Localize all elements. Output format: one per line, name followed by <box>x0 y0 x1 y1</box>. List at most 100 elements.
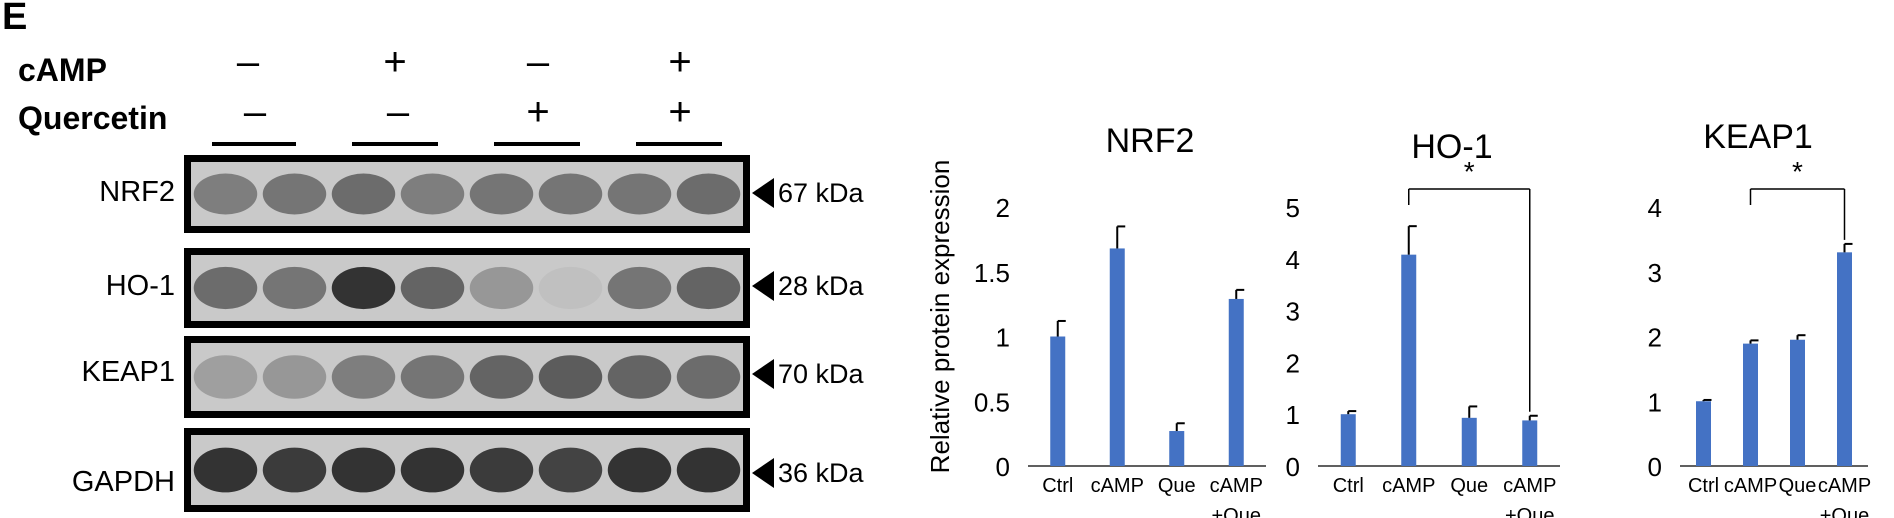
x-tick-label: Ctrl <box>1333 475 1364 497</box>
blot-ho1 <box>184 248 750 328</box>
sign-que-3: + <box>526 90 550 134</box>
x-tick-label: Que <box>1158 475 1196 497</box>
blot-label-keap1: KEAP1 <box>81 356 176 388</box>
y-tick-label: 2 <box>996 193 1010 223</box>
sign-camp-1: – <box>236 40 260 84</box>
arrow-gapdh <box>752 458 774 488</box>
bar <box>1461 417 1477 466</box>
y-tick-label: 0.5 <box>974 387 1010 417</box>
blot-band <box>469 355 534 399</box>
y-tick-label: 0 <box>1648 452 1662 482</box>
y-tick-label: 0 <box>1286 452 1300 482</box>
panel-letter: E <box>2 0 28 38</box>
y-tick-label: 4 <box>1286 245 1300 275</box>
bar <box>1228 298 1244 466</box>
blot-band <box>331 173 396 215</box>
x-tick-label: cAMP <box>1210 475 1263 497</box>
x-tick-label: cAMP <box>1091 475 1144 497</box>
blot-band <box>538 173 603 215</box>
blot-band <box>331 447 396 493</box>
bar <box>1340 414 1356 466</box>
sign-que-4: + <box>668 90 692 134</box>
blot-band <box>331 266 396 310</box>
x-tick-label: cAMP <box>1382 475 1435 497</box>
blot-band <box>262 447 327 493</box>
bar <box>1109 248 1125 466</box>
x-tick-label: +Que <box>1505 505 1554 518</box>
lane-group-line-4 <box>636 142 722 146</box>
blot-band <box>400 447 465 493</box>
blot-band <box>607 355 672 399</box>
x-tick-label: cAMP <box>1818 475 1871 497</box>
sign-camp-4: + <box>668 40 692 84</box>
bar <box>1050 336 1066 466</box>
blot-band <box>469 266 534 310</box>
blot-nrf2 <box>184 155 750 233</box>
blot-band <box>400 266 465 310</box>
blot-label-ho1: HO-1 <box>105 270 175 302</box>
arrow-ho1 <box>752 271 774 301</box>
blot-band <box>607 173 672 215</box>
lane-group-line-1 <box>212 142 296 146</box>
y-tick-label: 2 <box>1286 348 1300 378</box>
blot-band <box>262 355 327 399</box>
x-tick-label: +Que <box>1820 505 1869 518</box>
blot-keap1 <box>184 336 750 418</box>
x-tick-label: Que <box>1779 475 1817 497</box>
x-tick-label: cAMP <box>1503 475 1556 497</box>
blot-band <box>469 447 534 493</box>
blot-band <box>193 266 258 310</box>
y-tick-label: 1 <box>1648 387 1662 417</box>
blot-band <box>538 355 603 399</box>
condition-label-quercetin: Quercetin <box>18 100 168 136</box>
blot-band <box>676 266 741 310</box>
bar <box>1696 401 1711 466</box>
blot-band <box>607 447 672 493</box>
blot-band <box>193 355 258 399</box>
y-tick-label: 1 <box>1286 400 1300 430</box>
bar <box>1401 254 1417 466</box>
y-tick-label: 2 <box>1648 323 1662 353</box>
y-tick-label: 0 <box>996 452 1010 482</box>
condition-label-camp: cAMP <box>18 52 107 88</box>
blot-band <box>193 173 258 215</box>
sign-camp-2: + <box>383 40 407 84</box>
y-tick-label: 1 <box>996 323 1010 353</box>
arrow-keap1 <box>752 359 774 389</box>
blot-band <box>400 173 465 215</box>
blot-band <box>676 173 741 215</box>
blot-band <box>331 355 396 399</box>
y-tick-label: 5 <box>1286 193 1300 223</box>
bar <box>1790 339 1805 466</box>
kda-keap1: 70 kDa <box>778 359 864 389</box>
significance-label: * <box>1464 156 1475 187</box>
chart-title: HO-1 <box>1411 128 1492 166</box>
kda-ho1: 28 kDa <box>778 271 864 301</box>
blot-label-nrf2: NRF2 <box>99 176 175 208</box>
significance-label: * <box>1792 156 1803 187</box>
y-tick-label: 1.5 <box>974 258 1010 288</box>
blot-band <box>538 266 603 310</box>
x-tick-label: +Que <box>1212 505 1261 518</box>
x-tick-label: Ctrl <box>1042 475 1073 497</box>
bar <box>1169 431 1185 466</box>
blot-band <box>262 266 327 310</box>
y-tick-label: 4 <box>1648 193 1662 223</box>
lane-group-line-3 <box>494 142 580 146</box>
y-axis-label: Relative protein expression <box>925 160 955 474</box>
x-tick-label: cAMP <box>1724 475 1777 497</box>
blot-label-gapdh: GAPDH <box>71 466 175 498</box>
sign-que-1: – <box>243 90 267 134</box>
arrow-nrf2 <box>752 178 774 208</box>
y-tick-label: 3 <box>1648 258 1662 288</box>
blot-band <box>400 355 465 399</box>
blot-band <box>469 173 534 215</box>
y-tick-label: 3 <box>1286 297 1300 327</box>
blot-band <box>262 173 327 215</box>
x-tick-label: Ctrl <box>1688 475 1719 497</box>
blot-band <box>676 355 741 399</box>
blot-band <box>607 266 672 310</box>
kda-nrf2: 67 kDa <box>778 178 864 208</box>
bar <box>1743 343 1758 466</box>
blot-band <box>193 447 258 493</box>
